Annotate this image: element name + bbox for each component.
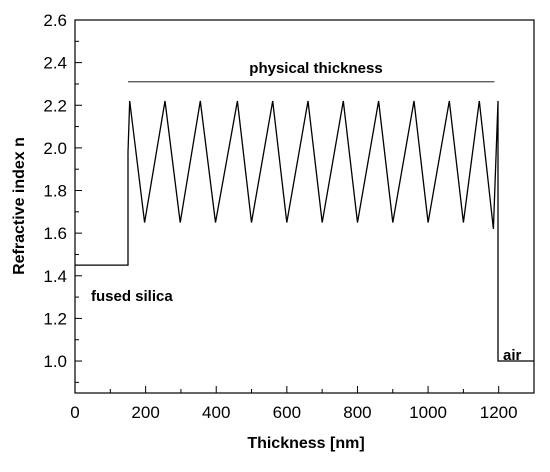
x-tick-label: 200: [131, 403, 159, 422]
y-axis-title: Refractive index n: [11, 137, 28, 275]
x-axis-title: Thickness [nm]: [247, 435, 364, 452]
y-tick-label: 2.6: [43, 11, 67, 30]
refractive-index-curve: [75, 100, 534, 362]
y-tick-label: 1.8: [43, 182, 67, 201]
axis-tick-labels: 0 200 400 600 800 1000 1200 1.0 1.2 1.4 1.6 1.8 2.0 2…: [43, 11, 517, 422]
y-tick-label: 1.2: [43, 309, 67, 328]
x-tick-label: 0: [70, 403, 79, 422]
fused-silica-label: fused silica: [91, 288, 173, 305]
air-label: air: [503, 347, 522, 364]
y-tick-label: 1.0: [43, 352, 67, 371]
axis-ticks: [74, 19, 535, 393]
x-tick-label: 800: [343, 403, 371, 422]
y-tick-label: 2.0: [43, 139, 67, 158]
x-tick-label: 400: [202, 403, 230, 422]
y-tick-label: 1.4: [43, 267, 67, 286]
x-tick-label: 600: [273, 403, 301, 422]
x-tick-label: 1200: [480, 403, 518, 422]
x-tick-label: 1000: [409, 403, 447, 422]
y-tick-label: 2.4: [43, 54, 67, 73]
y-tick-label: 1.6: [43, 224, 67, 243]
plot-frame: [74, 19, 535, 394]
y-tick-label: 2.2: [43, 96, 67, 115]
physical-thickness-label: physical thickness: [249, 60, 382, 77]
